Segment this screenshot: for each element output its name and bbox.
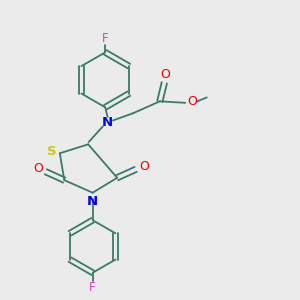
Text: O: O — [160, 68, 170, 81]
Text: F: F — [102, 32, 109, 45]
Text: O: O — [33, 162, 43, 175]
Text: N: N — [102, 116, 113, 129]
Text: O: O — [187, 95, 197, 108]
Text: N: N — [87, 195, 98, 208]
Text: S: S — [46, 145, 56, 158]
Text: F: F — [89, 281, 96, 294]
Text: O: O — [139, 160, 149, 173]
